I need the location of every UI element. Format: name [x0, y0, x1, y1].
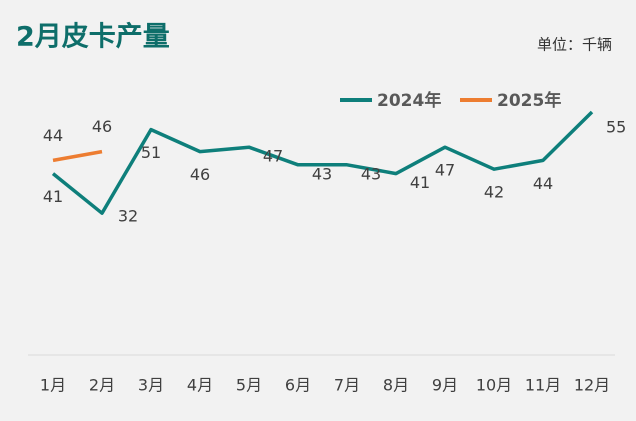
data-label: 32: [118, 207, 138, 226]
x-tick-label: 11月: [525, 376, 561, 395]
x-tick-label: 12月: [574, 376, 610, 395]
series-line: [51, 110, 594, 215]
data-label: 43: [361, 164, 381, 183]
legend-label: 2025年: [497, 90, 561, 111]
unit-label: 单位：千辆: [537, 36, 612, 54]
x-tick-label: 5月: [236, 376, 262, 395]
x-tick-label: 10月: [476, 376, 512, 395]
x-tick-label: 9月: [432, 376, 458, 395]
data-label: 41: [43, 187, 63, 206]
data-label: 41: [410, 173, 430, 192]
data-label: 46: [190, 165, 210, 184]
series-line: [52, 149, 103, 163]
data-label: 44: [43, 126, 63, 145]
data-label: 42: [484, 183, 504, 202]
x-tick-label: 6月: [285, 376, 311, 395]
data-label: 44: [533, 174, 553, 193]
x-tick-label: 2月: [89, 376, 115, 395]
x-tick-label: 3月: [138, 376, 164, 395]
data-label: 55: [606, 118, 626, 137]
chart-title: 2月皮卡产量: [16, 22, 170, 53]
legend-label: 2024年: [377, 90, 441, 111]
data-label: 43: [312, 164, 332, 183]
data-label: 47: [263, 147, 283, 166]
x-tick-label: 1月: [40, 376, 66, 395]
x-tick-label: 4月: [187, 376, 213, 395]
data-label: 47: [435, 161, 455, 180]
data-label: 46: [92, 117, 112, 136]
data-label: 51: [141, 143, 161, 162]
x-tick-label: 7月: [334, 376, 360, 395]
x-tick-label: 8月: [383, 376, 409, 395]
